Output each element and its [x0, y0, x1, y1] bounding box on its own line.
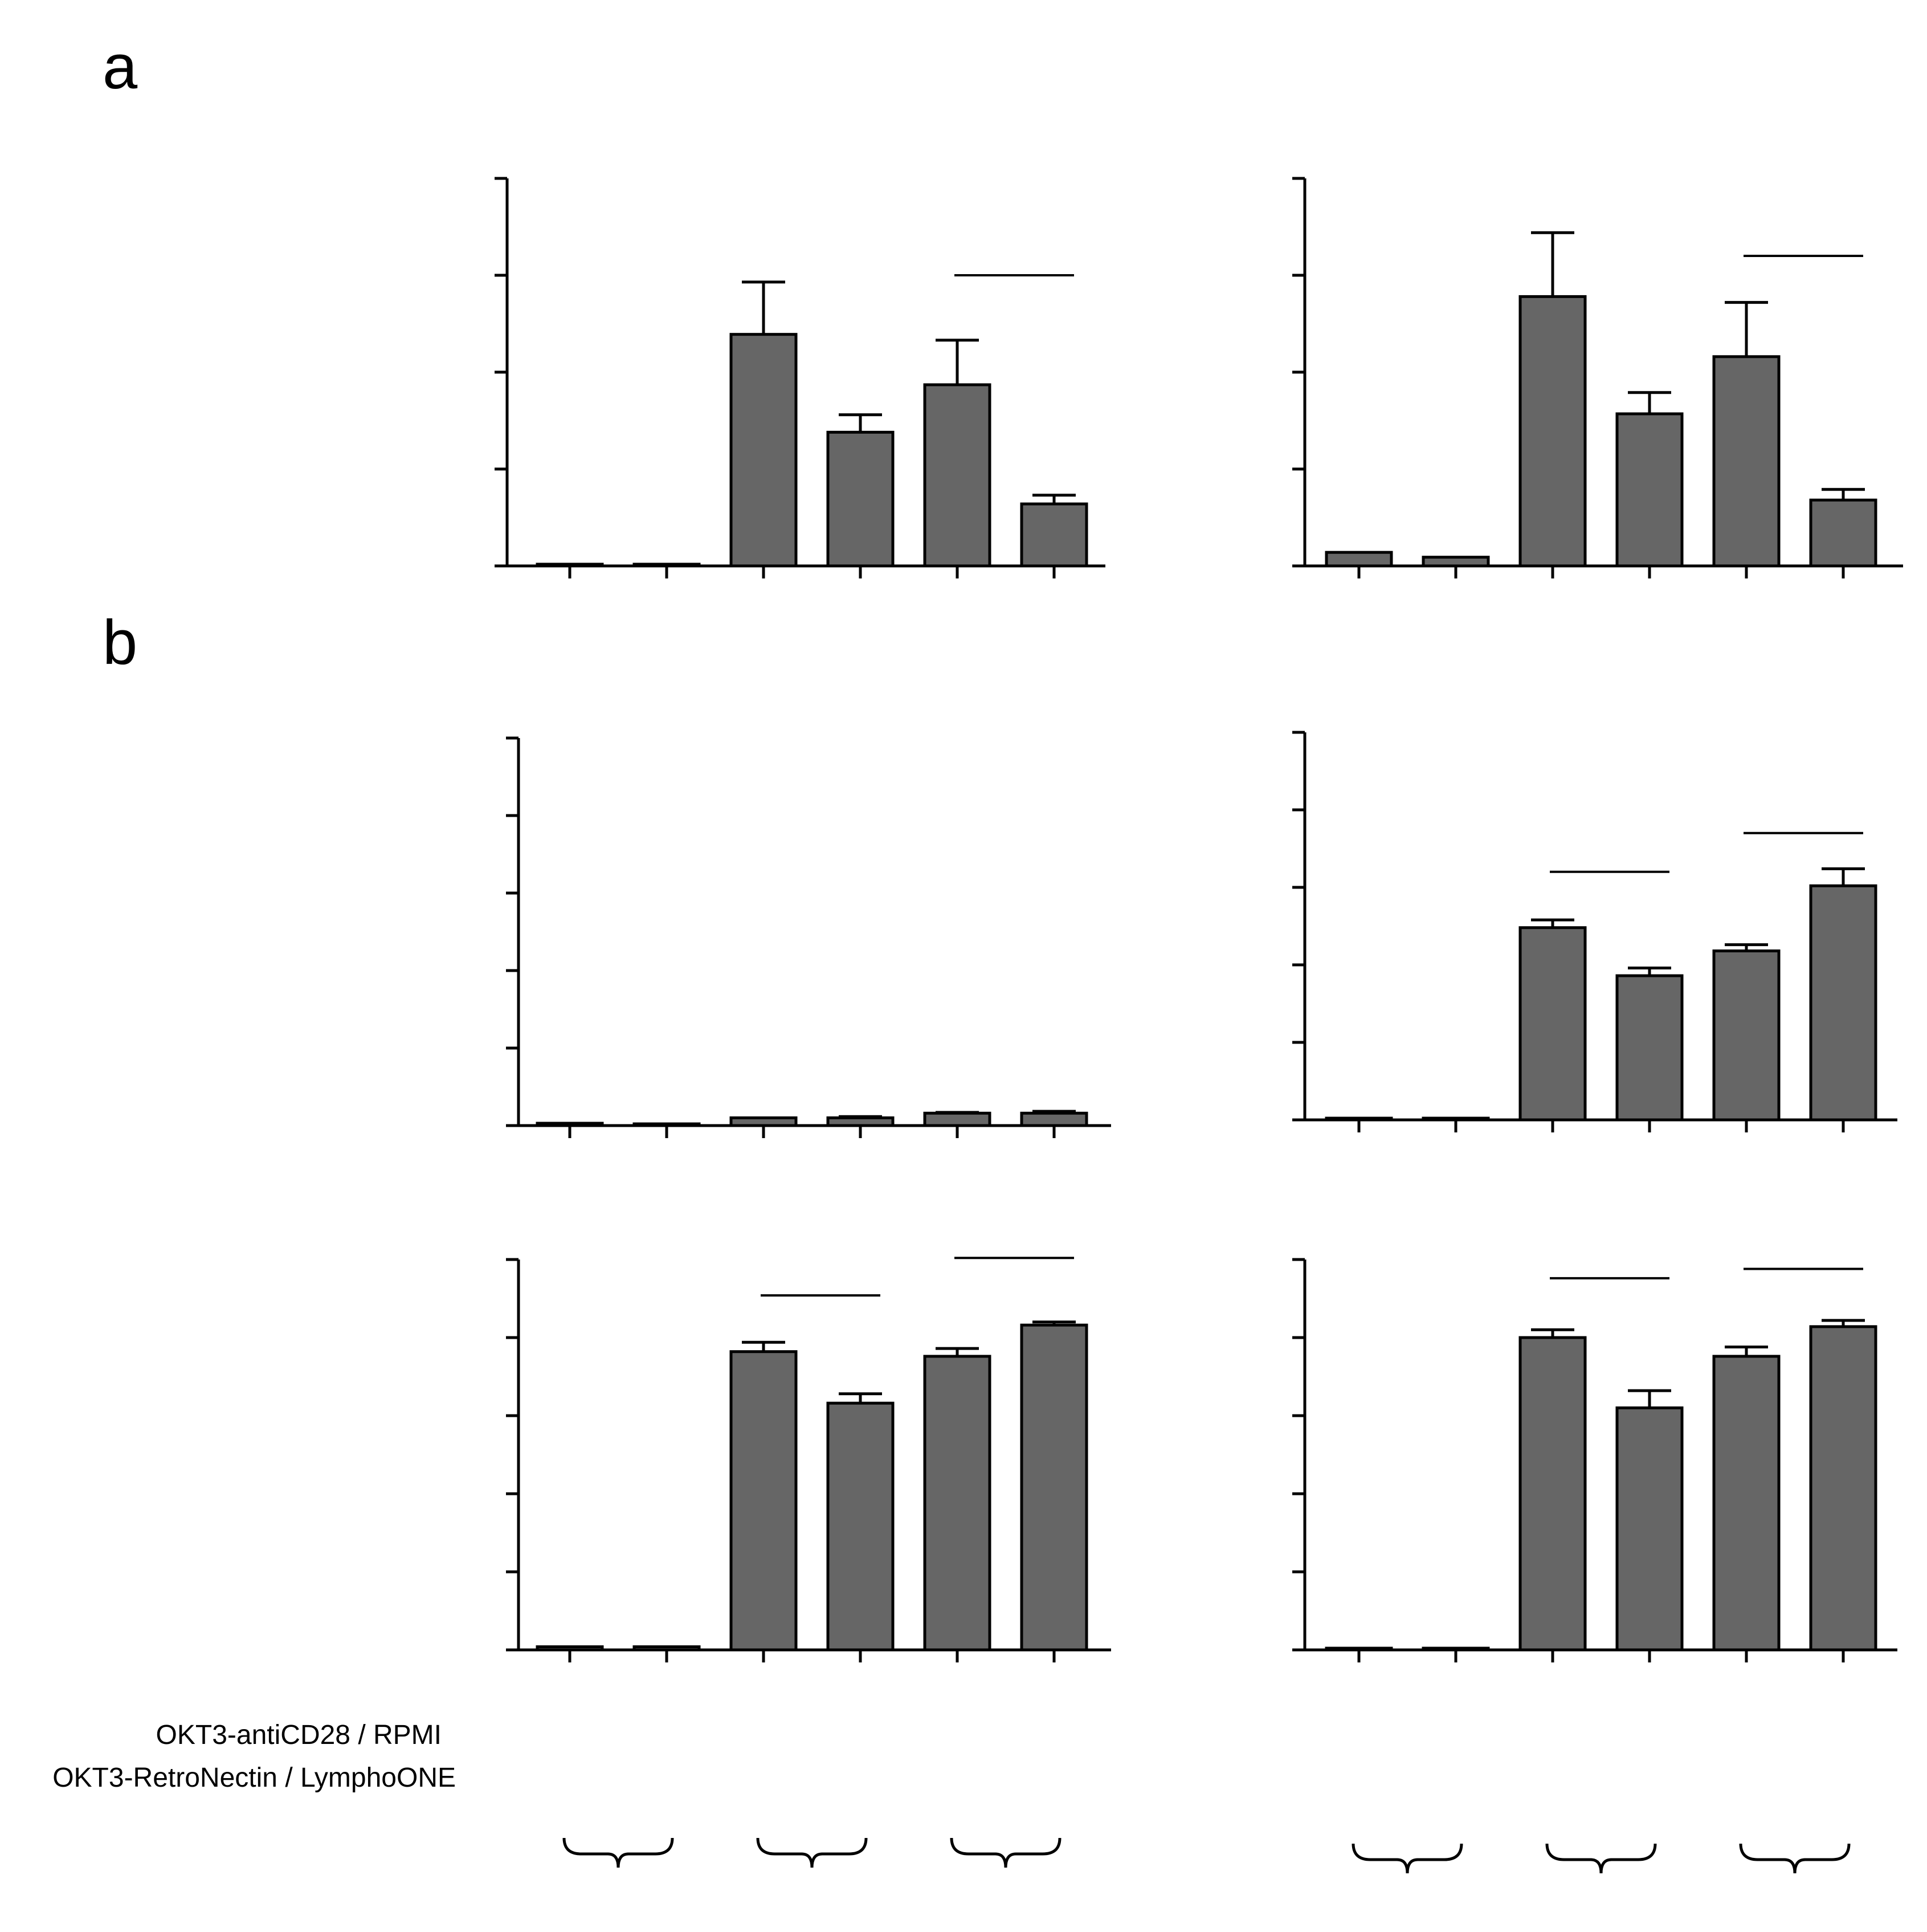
treatment-table-left: OKT3-antiCD28 / RPMI OKT3-RetroNectin / …	[52, 1720, 1062, 1868]
bar	[729, 333, 798, 568]
bar	[826, 1401, 895, 1652]
bar	[1809, 1325, 1877, 1652]
bar	[1422, 1646, 1490, 1652]
chart-3	[506, 736, 1111, 1138]
bar	[536, 563, 604, 568]
group-brace	[1545, 1843, 1657, 1874]
group-brace	[950, 1837, 1062, 1868]
bar	[536, 1645, 604, 1652]
bar	[1518, 295, 1587, 568]
bar	[1518, 926, 1587, 1122]
chart-5	[506, 1257, 1111, 1662]
bar	[1712, 1355, 1781, 1652]
bar	[1020, 1111, 1088, 1127]
bar	[826, 430, 895, 568]
bar	[1615, 412, 1684, 568]
bar	[1615, 974, 1684, 1122]
bar	[729, 1116, 798, 1127]
panel-label-a: a	[103, 32, 138, 102]
row-label-okt3-anticd28: OKT3-antiCD28 / RPMI	[156, 1720, 442, 1750]
bar	[632, 1122, 701, 1127]
bar	[632, 563, 701, 568]
bar	[1422, 1116, 1490, 1122]
bar	[826, 1116, 895, 1127]
bar	[1325, 1116, 1393, 1122]
group-brace	[1352, 1843, 1463, 1874]
bar	[1020, 1323, 1088, 1652]
bar	[1325, 551, 1393, 568]
chart-2	[1292, 177, 1903, 578]
panel-label-b: b	[103, 608, 137, 678]
group-brace	[756, 1837, 868, 1868]
bar	[1615, 1406, 1684, 1652]
bar	[1422, 556, 1490, 568]
chart-1	[495, 177, 1105, 578]
bar	[1020, 502, 1088, 568]
bar	[632, 1645, 701, 1652]
bar	[1809, 498, 1877, 568]
bar	[536, 1122, 604, 1127]
bar	[1809, 884, 1877, 1122]
bar	[729, 1350, 798, 1652]
bar	[923, 383, 991, 568]
bar	[1712, 355, 1781, 568]
bar	[1712, 949, 1781, 1122]
chart-6	[1292, 1258, 1897, 1662]
bar	[923, 1111, 991, 1127]
row-label-okt3-retronectin: OKT3-RetroNectin / LymphoONE	[52, 1763, 456, 1793]
bar	[1518, 1336, 1587, 1652]
treatment-table-right	[1352, 1843, 1851, 1874]
group-brace	[1739, 1843, 1851, 1874]
chart-4	[1292, 731, 1897, 1132]
group-brace	[562, 1837, 674, 1868]
bar	[923, 1355, 991, 1652]
bar	[1325, 1646, 1393, 1652]
